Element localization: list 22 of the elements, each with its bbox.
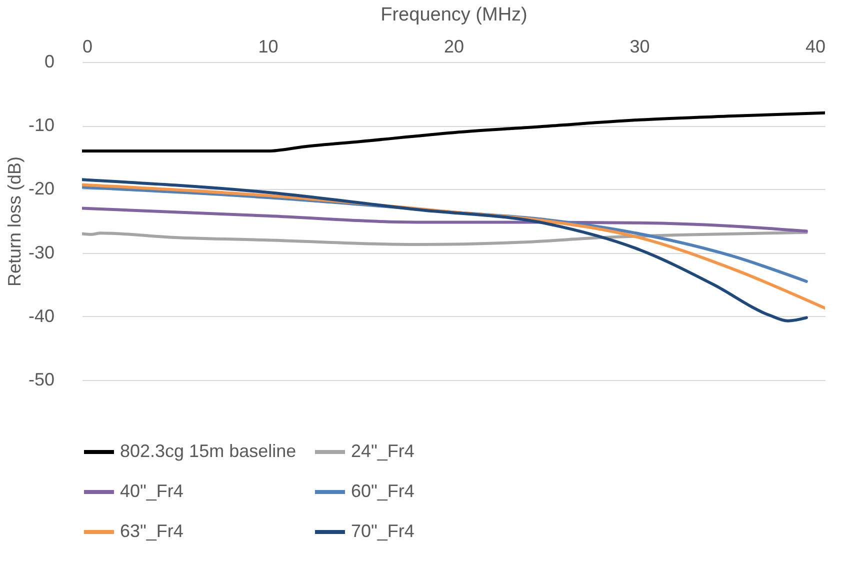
y-axis-title: Return loss (dB): [4, 156, 24, 287]
line-series: [82, 230, 808, 246]
legend-label: 70"_Fr4: [351, 521, 414, 541]
y-tick-label: 0: [44, 52, 54, 72]
x-axis-title: Frequency (MHz): [380, 4, 528, 26]
legend-label: 63"_Fr4: [120, 521, 184, 541]
x-tick-label: 10: [258, 36, 278, 56]
y-tick-label: -10: [28, 115, 54, 136]
x-tick-label: 40: [805, 36, 826, 56]
x-tick-label: 30: [630, 36, 650, 56]
y-tick-label: -50: [28, 370, 54, 390]
legend-label: 24"_Fr4: [351, 441, 414, 461]
line-series: [82, 111, 825, 153]
legend-label: 802.3cg 15m baseline: [120, 441, 296, 461]
x-tick-label: 20: [444, 36, 464, 56]
legend-label: 40"_Fr4: [120, 481, 184, 501]
line-series: [82, 206, 808, 233]
legend-label: 60"_Fr4: [351, 481, 414, 501]
y-tick-label: -40: [28, 306, 54, 326]
x-tick-label: 0: [82, 36, 93, 56]
y-tick-label: -30: [28, 242, 54, 262]
y-tick-label: -20: [28, 178, 54, 199]
